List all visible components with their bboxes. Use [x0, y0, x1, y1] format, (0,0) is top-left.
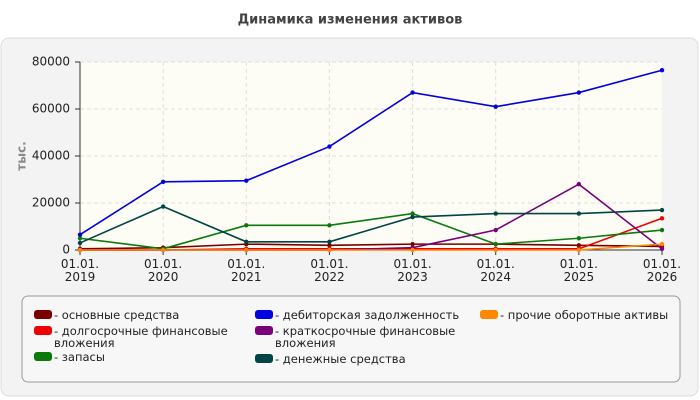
- legend-box: [21, 295, 681, 383]
- legend-swatch: [480, 310, 498, 319]
- point: [493, 241, 498, 247]
- point: [576, 182, 582, 187]
- point: [410, 214, 415, 220]
- legend-label: - долгосрочные финансовые вложения: [54, 324, 228, 350]
- point: [659, 68, 665, 73]
- x-tick-label: 01.01. 2021: [227, 257, 266, 284]
- point: [410, 211, 415, 216]
- x-tick-label: 01.01. 2026: [642, 257, 682, 284]
- y-axis-label: тыс.: [15, 141, 29, 170]
- x-tick-label: 01.01. 2022: [310, 257, 349, 284]
- legend-item: - прочие оборотные активы: [480, 309, 685, 321]
- legend-swatch: [34, 326, 52, 335]
- legend-item: - долгосрочные финансовые вложения: [34, 325, 239, 349]
- series-line: [80, 243, 663, 251]
- point: [77, 236, 83, 241]
- point: [493, 104, 498, 109]
- point: [576, 90, 582, 95]
- point: [410, 241, 415, 247]
- legend-item: - краткосрочные финансовые вложения: [255, 325, 460, 349]
- point: [160, 247, 166, 253]
- point: [327, 239, 332, 244]
- y-tick-label: 80000: [32, 55, 70, 69]
- point: [659, 241, 665, 247]
- point: [493, 211, 498, 216]
- point: [493, 227, 498, 233]
- point: [77, 240, 83, 246]
- legend-label: - дебиторская задолженность: [275, 308, 460, 322]
- point: [410, 90, 415, 95]
- point: [244, 239, 249, 244]
- point: [160, 204, 166, 209]
- point: [659, 207, 665, 213]
- series-line: [79, 243, 663, 250]
- point: [576, 247, 582, 253]
- legend-label: - основные средства: [54, 308, 180, 322]
- x-tick-label: 01.01. 2020: [144, 257, 183, 284]
- chart-title: Динамика изменения активов: [238, 13, 463, 28]
- point: [576, 236, 582, 241]
- x-tick-label: 01.01. 2023: [393, 257, 432, 284]
- point: [576, 211, 582, 216]
- point: [576, 243, 582, 248]
- series-line: [79, 69, 663, 236]
- point: [160, 179, 166, 185]
- legend-label: - краткосрочные финансовые вложения: [275, 324, 456, 350]
- legend-swatch: [255, 326, 273, 335]
- point: [327, 247, 332, 253]
- x-tick-label: 01.01. 2024: [476, 257, 515, 284]
- y-tick-label: 20000: [32, 196, 70, 210]
- point: [244, 178, 249, 183]
- legend-label: - прочие оборотные активы: [500, 308, 669, 322]
- point: [493, 247, 498, 253]
- x-tick-label: 01.01. 2025: [559, 257, 598, 284]
- series-line: [79, 205, 663, 244]
- y-tick-label: 40000: [32, 149, 70, 163]
- legend-item: - денежные средства: [255, 353, 460, 365]
- legend-swatch: [255, 354, 273, 363]
- point: [659, 227, 665, 233]
- legend-item: - запасы: [34, 351, 239, 363]
- point: [410, 247, 415, 253]
- y-tick-label: 0: [62, 243, 70, 257]
- legend-swatch: [255, 310, 273, 319]
- legend-label: - запасы: [54, 350, 105, 364]
- y-tick-label: 60000: [32, 102, 70, 116]
- legend-swatch: [34, 352, 52, 361]
- point: [327, 144, 332, 149]
- legend-item: - дебиторская задолженность: [255, 309, 460, 321]
- series-line: [79, 212, 663, 250]
- point: [659, 216, 665, 221]
- point: [244, 247, 249, 253]
- legend-item: - основные средства: [34, 309, 239, 321]
- point: [77, 232, 83, 237]
- legend-swatch: [34, 310, 52, 319]
- point: [327, 223, 332, 228]
- x-tick-label: 01.01. 2019: [60, 257, 100, 284]
- point: [244, 223, 249, 228]
- point: [659, 246, 665, 252]
- legend-label: - денежные средства: [275, 352, 406, 366]
- point: [77, 247, 83, 253]
- point: [327, 243, 332, 248]
